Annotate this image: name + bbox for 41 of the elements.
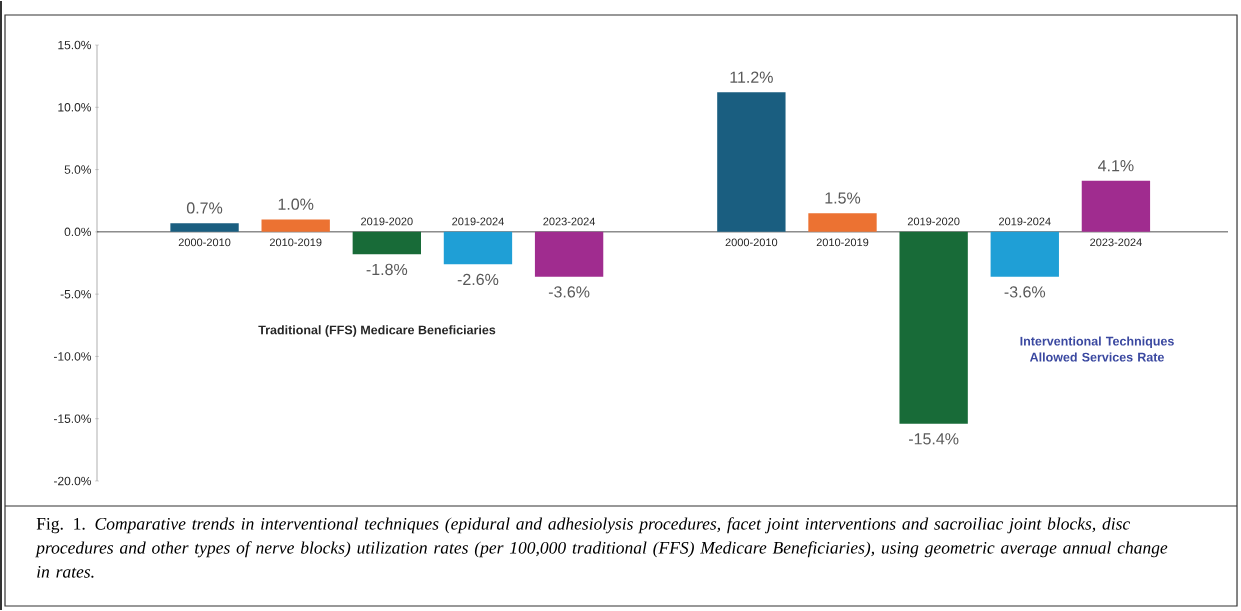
bar <box>1081 180 1151 232</box>
y-tick-label: 0.0% <box>64 227 92 237</box>
data-label: 11.2% <box>730 71 773 83</box>
data-label: -3.6% <box>1004 286 1046 298</box>
bar <box>261 219 330 232</box>
bar <box>899 231 968 424</box>
bar <box>808 213 877 232</box>
data-label: 1.0% <box>278 198 314 210</box>
x-tick-label: 2019-2024 <box>452 217 504 226</box>
x-tick-label: 2019-2020 <box>361 217 413 226</box>
caption: Fig. 1. Comparative trends in interventional techniques (epidural and adhesiolysis procedures, facet joint interventions and sacroiliac joint blocks, disc procedures and other types of nerve blocks) utilization rates (per 100,000 traditional (FFS) Medicare Beneficiaries), using geometric average annual change in rates. <box>35 517 1168 578</box>
data-label: 4.1% <box>1098 160 1134 172</box>
bar <box>352 231 421 255</box>
x-tick-label: 2000-2010 <box>725 238 778 247</box>
x-tick-label: 2023-2024 <box>1090 238 1142 247</box>
y-tick-label: -20.0% <box>53 476 92 486</box>
bar <box>717 92 786 232</box>
bar <box>443 231 513 265</box>
data-label: -2.6% <box>457 273 499 286</box>
bar <box>990 231 1059 277</box>
data-label: 1.5% <box>825 192 861 204</box>
y-tick-label: -5.0% <box>60 289 92 299</box>
y-tick-label: 15.0% <box>58 40 92 50</box>
y-tick-label: -10.0% <box>53 352 92 361</box>
bar <box>170 223 239 232</box>
y-tick-label: 10.0% <box>58 103 92 112</box>
annotation: Traditional (FFS) Medicare Beneficiaries <box>258 325 496 337</box>
y-tick-label: 5.0% <box>64 165 92 174</box>
data-label: -1.8% <box>366 263 408 276</box>
data-label: -15.4% <box>909 433 959 445</box>
annotation: Interventional Techniques Allowed Services Rate <box>1020 336 1174 362</box>
x-tick-label: 2000-2010 <box>178 238 231 247</box>
x-tick-label: 2019-2024 <box>999 217 1051 226</box>
x-tick-label: 2019-2020 <box>907 217 960 226</box>
x-tick-label: 2010-2019 <box>816 238 869 247</box>
data-label: 0.7% <box>186 202 223 214</box>
data-label: -3.6% <box>548 286 590 298</box>
x-tick-label: 2023-2024 <box>543 217 596 226</box>
y-tick-label: -15.0% <box>53 414 92 423</box>
x-tick-label: 2010-2019 <box>269 238 322 247</box>
bar <box>534 231 604 277</box>
